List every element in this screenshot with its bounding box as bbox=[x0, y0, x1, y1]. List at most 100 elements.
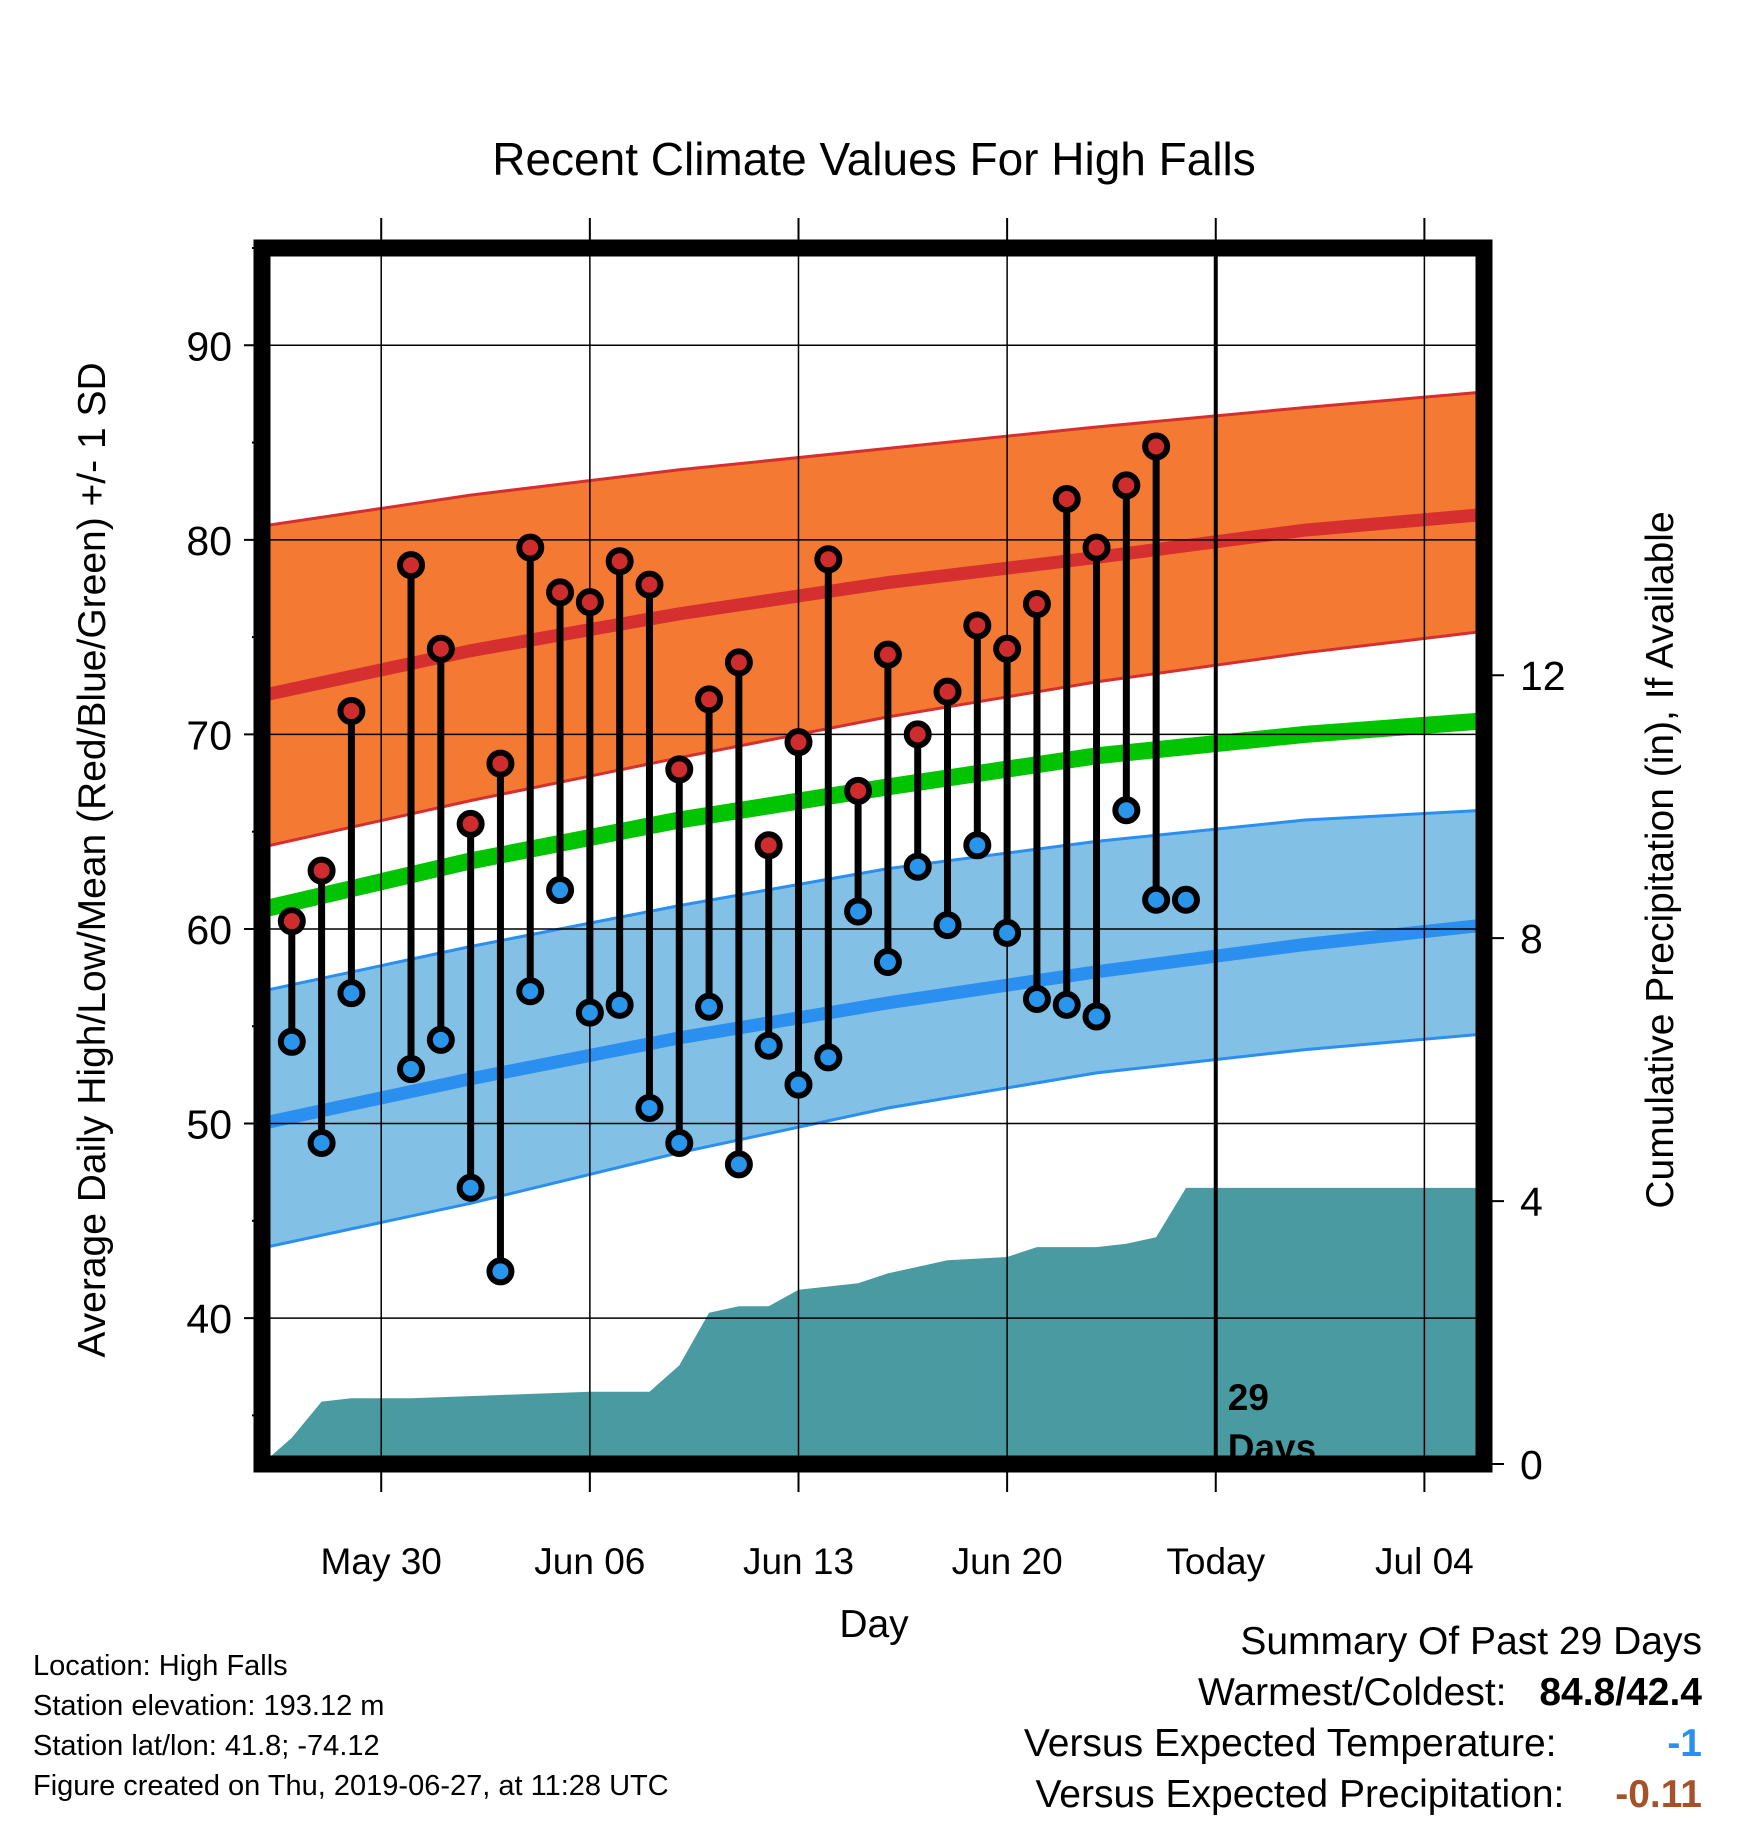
created-text: Figure created on Thu, 2019-06-27, at 11… bbox=[33, 1770, 669, 1802]
low-point bbox=[307, 1128, 336, 1157]
low-point bbox=[546, 876, 575, 905]
low-point bbox=[724, 1150, 753, 1179]
high-point bbox=[397, 551, 426, 580]
x-tick-label: Jun 06 bbox=[534, 1541, 645, 1582]
high-point bbox=[933, 677, 962, 706]
high-point bbox=[844, 776, 873, 805]
high-point bbox=[963, 611, 992, 640]
low-point bbox=[575, 998, 604, 1027]
low-point bbox=[844, 897, 873, 926]
y-tick-label: 70 bbox=[186, 712, 232, 758]
high-point bbox=[605, 547, 634, 576]
high-point bbox=[516, 533, 545, 562]
station-info: Location: High Falls Station elevation: … bbox=[33, 1646, 669, 1806]
low-point bbox=[277, 1027, 306, 1056]
y-tick-label: 80 bbox=[186, 518, 232, 564]
y2-axis-label: Cumulative Precipitation (in), If Availa… bbox=[1639, 511, 1682, 1208]
warm-cold-value: 84.8/42.4 bbox=[1539, 1671, 1702, 1714]
low-point bbox=[814, 1043, 843, 1072]
high-point bbox=[575, 588, 604, 617]
low-point bbox=[397, 1055, 426, 1084]
today-days-label: 29 bbox=[1228, 1377, 1269, 1418]
x-tick-label: Jun 13 bbox=[743, 1541, 854, 1582]
high-point bbox=[724, 648, 753, 677]
high-point bbox=[307, 856, 336, 885]
high-point bbox=[546, 578, 575, 607]
normal-high-upper-edge bbox=[262, 390, 1484, 528]
high-point bbox=[873, 640, 902, 669]
y-tick-label: 50 bbox=[186, 1102, 232, 1148]
y-tick-label: 90 bbox=[186, 323, 232, 369]
low-point bbox=[903, 852, 932, 881]
low-point bbox=[1112, 796, 1141, 825]
plot-frame bbox=[253, 239, 1493, 1473]
location-text: Location: High Falls bbox=[33, 1650, 288, 1682]
x-tick-label: Today bbox=[1166, 1541, 1265, 1582]
high-point bbox=[337, 697, 366, 726]
low-point bbox=[605, 990, 634, 1019]
summary-warm-cold: Warmest/Coldest: 84.8/42.4 bbox=[1198, 1671, 1702, 1715]
high-point bbox=[635, 570, 664, 599]
y-axis-label: Average Daily High/Low/Mean (Red/Blue/Gr… bbox=[71, 362, 114, 1357]
y-tick-label: 60 bbox=[186, 907, 232, 953]
low-point bbox=[337, 979, 366, 1008]
low-point bbox=[695, 992, 724, 1021]
low-point bbox=[665, 1128, 694, 1157]
temp-value: -1 bbox=[1667, 1722, 1702, 1765]
low-point bbox=[1142, 885, 1171, 914]
high-point bbox=[277, 907, 306, 936]
high-point bbox=[993, 634, 1022, 663]
high-point bbox=[1082, 533, 1111, 562]
chart-title: Recent Climate Values For High Falls bbox=[492, 133, 1256, 185]
y2-tick-label: 8 bbox=[1520, 916, 1543, 962]
high-point bbox=[814, 545, 843, 574]
low-point bbox=[754, 1031, 783, 1060]
summary-temp: Versus Expected Temperature: -1 bbox=[1024, 1722, 1702, 1766]
precip-area bbox=[262, 1187, 1484, 1464]
high-point bbox=[1022, 590, 1051, 619]
elevation-text: Station elevation: 193.12 m bbox=[33, 1690, 385, 1722]
warm-cold-label: Warmest/Coldest: bbox=[1198, 1671, 1507, 1714]
low-point bbox=[516, 977, 545, 1006]
summary-title: Summary Of Past 29 Days bbox=[1240, 1620, 1702, 1663]
low-point bbox=[456, 1173, 485, 1202]
low-point bbox=[1022, 985, 1051, 1014]
high-point bbox=[665, 755, 694, 784]
high-point bbox=[1112, 471, 1141, 500]
y2-tick-label: 4 bbox=[1520, 1179, 1543, 1225]
precip-value: -0.11 bbox=[1615, 1773, 1702, 1816]
high-point bbox=[784, 728, 813, 757]
y2-tick-label: 12 bbox=[1520, 653, 1566, 699]
high-point bbox=[426, 634, 455, 663]
y2-tick-label: 0 bbox=[1520, 1442, 1543, 1488]
low-point bbox=[426, 1025, 455, 1054]
latlon-text: Station lat/lon: 41.8; -74.12 bbox=[33, 1730, 380, 1762]
x-tick-label: Jul 04 bbox=[1375, 1541, 1474, 1582]
x-tick-label: May 30 bbox=[321, 1541, 442, 1582]
high-point bbox=[695, 685, 724, 714]
summary-precip: Versus Expected Precipitation: -0.11 bbox=[1035, 1773, 1702, 1817]
high-point bbox=[1052, 484, 1081, 513]
low-point bbox=[963, 831, 992, 860]
x-axis-label: Day bbox=[839, 1603, 909, 1646]
high-point bbox=[1142, 432, 1171, 461]
low-point bbox=[486, 1257, 515, 1286]
temp-label: Versus Expected Temperature: bbox=[1023, 1722, 1557, 1765]
high-point bbox=[754, 831, 783, 860]
low-point bbox=[1082, 1002, 1111, 1031]
low-point bbox=[933, 911, 962, 940]
normal-low-lower-edge bbox=[262, 1032, 1484, 1250]
high-point bbox=[486, 749, 515, 778]
high-point bbox=[1171, 885, 1200, 914]
low-point bbox=[873, 948, 902, 977]
x-tick-label: Jun 20 bbox=[952, 1541, 1063, 1582]
low-point bbox=[784, 1070, 813, 1099]
normal-high-band bbox=[262, 392, 1484, 848]
precip-label: Versus Expected Precipitation: bbox=[1035, 1773, 1565, 1816]
high-point bbox=[456, 809, 485, 838]
normal-high-mean-line bbox=[262, 508, 1484, 702]
normal-low-band bbox=[262, 810, 1484, 1248]
low-point bbox=[635, 1093, 664, 1122]
low-point bbox=[993, 918, 1022, 947]
